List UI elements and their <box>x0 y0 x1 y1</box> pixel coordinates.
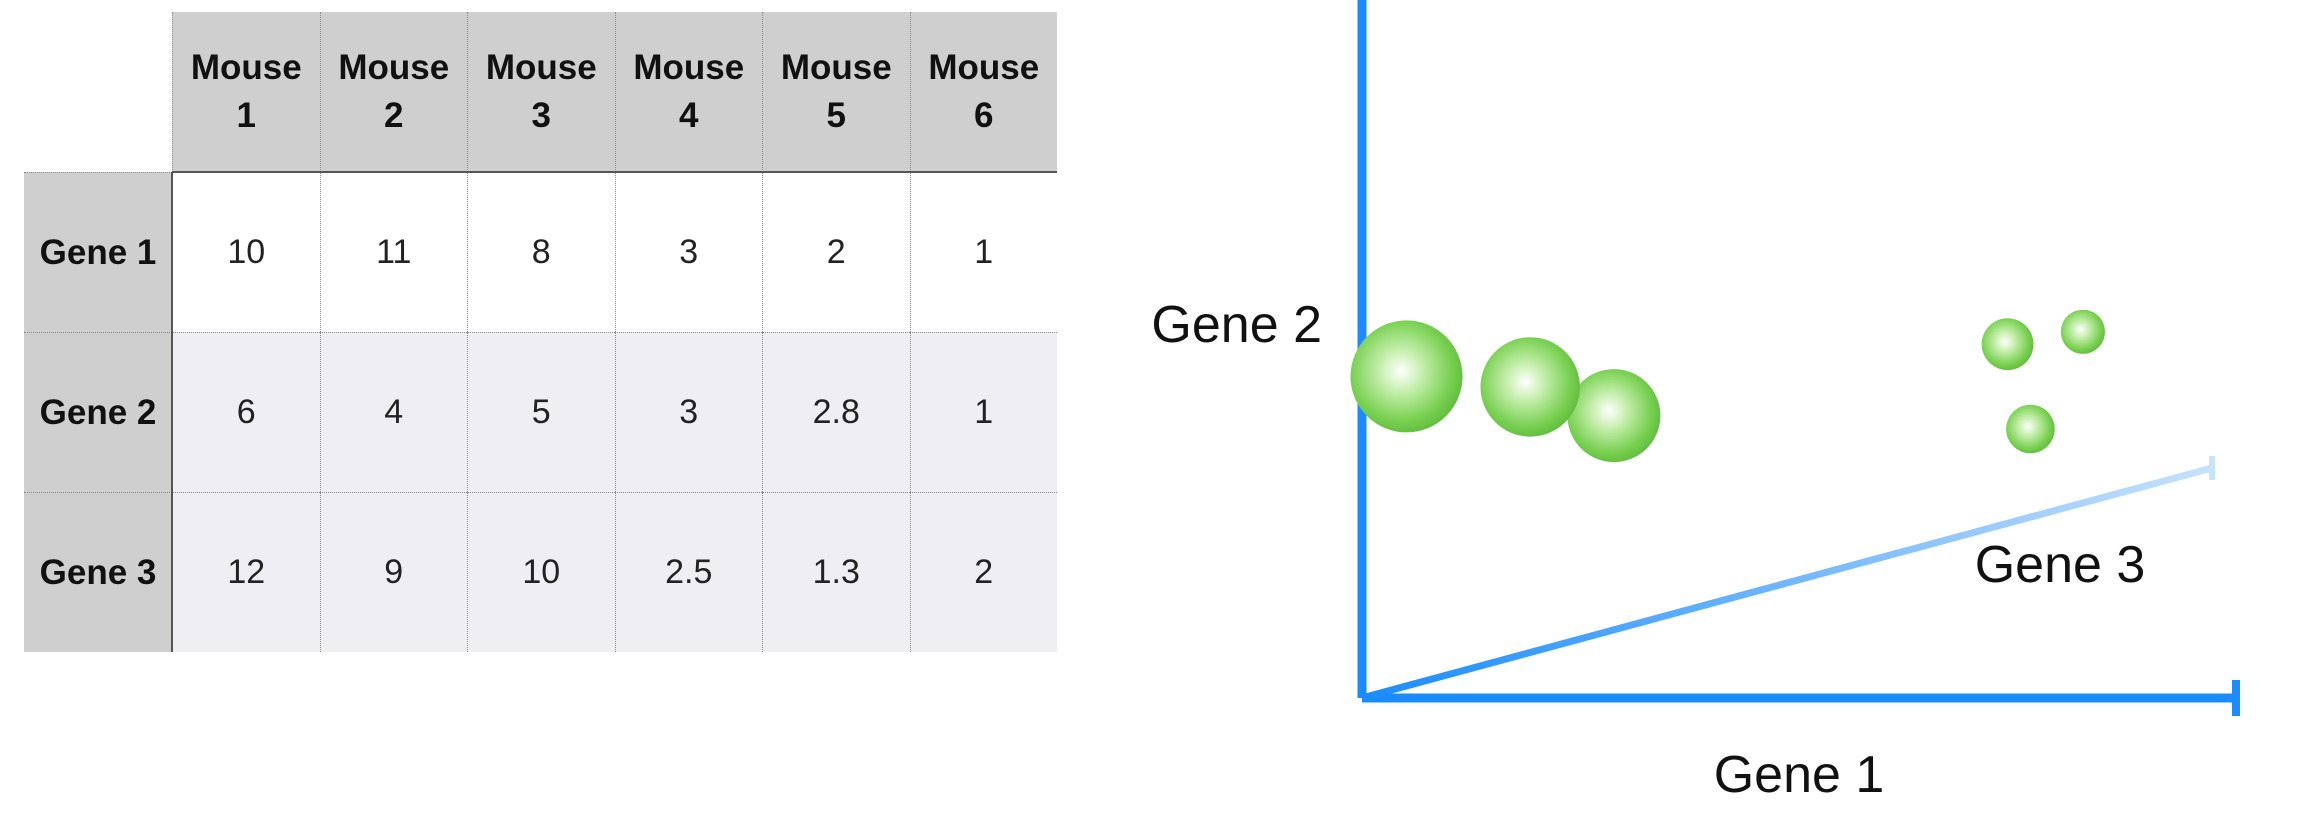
z-axis-line <box>1361 464 2213 702</box>
table-cell: 1 <box>909 332 1057 492</box>
table-cell: 4 <box>319 332 467 492</box>
table-cell: 3 <box>614 332 762 492</box>
table-cell: 10 <box>172 172 320 332</box>
data-point-mouse-5 <box>2060 309 2105 354</box>
table-cell: 5 <box>467 332 615 492</box>
table-cell: 1 <box>909 172 1057 332</box>
column-header: Mouse 6 <box>909 12 1057 172</box>
table-cell: 1.3 <box>762 492 910 652</box>
column-header-divider <box>172 171 1057 173</box>
column-header: Mouse 4 <box>614 12 762 172</box>
data-points <box>1350 309 2105 463</box>
row-header: Gene 3 <box>24 492 172 652</box>
x-axis-title: Gene 1 <box>1714 746 1885 804</box>
data-point-mouse-1 <box>1350 320 1463 433</box>
row-header-divider <box>171 172 173 652</box>
table-cell: 2.5 <box>614 492 762 652</box>
column-header: Mouse 3 <box>467 12 615 172</box>
z-axis-title: Gene 3 <box>1975 536 2146 594</box>
table-cell: 2 <box>762 172 910 332</box>
row-header: Gene 2 <box>24 332 172 492</box>
data-point-mouse-3 <box>1480 337 1580 437</box>
table-cell: 3 <box>614 172 762 332</box>
data-point-mouse-4 <box>1981 318 2034 371</box>
table-cell: 6 <box>172 332 320 492</box>
column-header: Mouse 2 <box>319 12 467 172</box>
column-header: Mouse 1 <box>172 12 320 172</box>
table-cell: 2 <box>909 492 1057 652</box>
table-cell: 9 <box>319 492 467 652</box>
y-axis-title: Gene 2 <box>1151 296 1322 354</box>
row-header: Gene 1 <box>24 172 172 332</box>
table-cell: 10 <box>467 492 615 652</box>
data-point-mouse-2 <box>1567 369 1661 463</box>
table-cell: 2.8 <box>762 332 910 492</box>
column-header: Mouse 5 <box>762 12 910 172</box>
data-point-mouse-6 <box>2006 404 2055 454</box>
table-cell: 8 <box>467 172 615 332</box>
